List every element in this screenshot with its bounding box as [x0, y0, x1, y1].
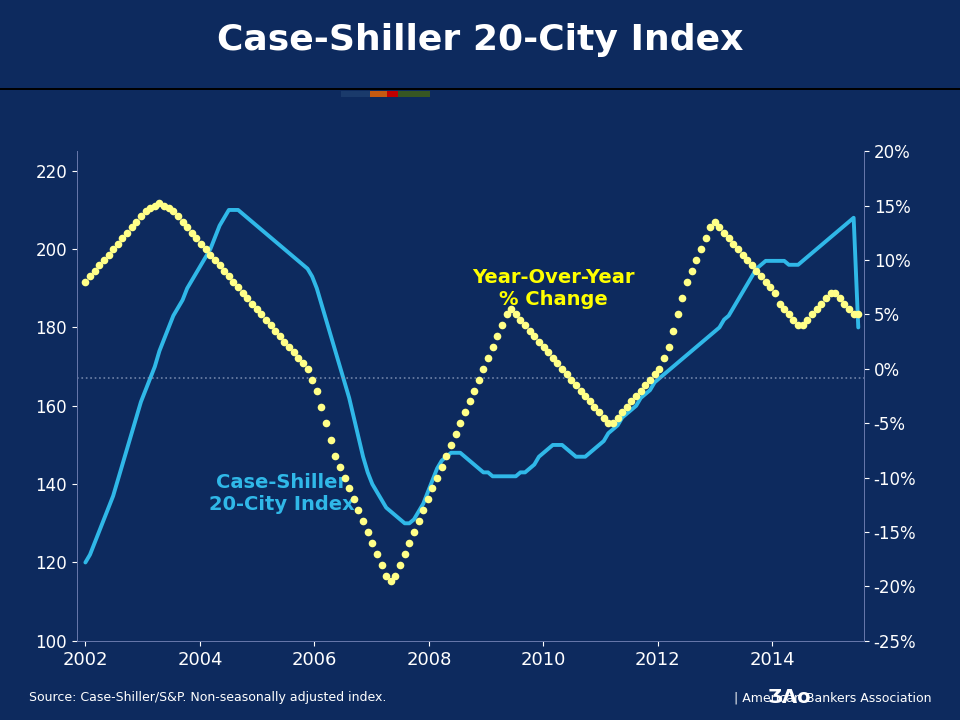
Text: Case-Shiller
20-City Index: Case-Shiller 20-City Index: [208, 474, 354, 514]
Text: Case-Shiller 20-City Index: Case-Shiller 20-City Index: [217, 22, 743, 57]
Text: Year-Over-Year
% Change: Year-Over-Year % Change: [471, 268, 635, 309]
Text: | American Bankers Association: | American Bankers Association: [733, 691, 931, 704]
Text: ƷɅo: ƷɅo: [768, 688, 811, 707]
Text: Source: Case-Shiller/S&P. Non-seasonally adjusted index.: Source: Case-Shiller/S&P. Non-seasonally…: [29, 691, 386, 704]
